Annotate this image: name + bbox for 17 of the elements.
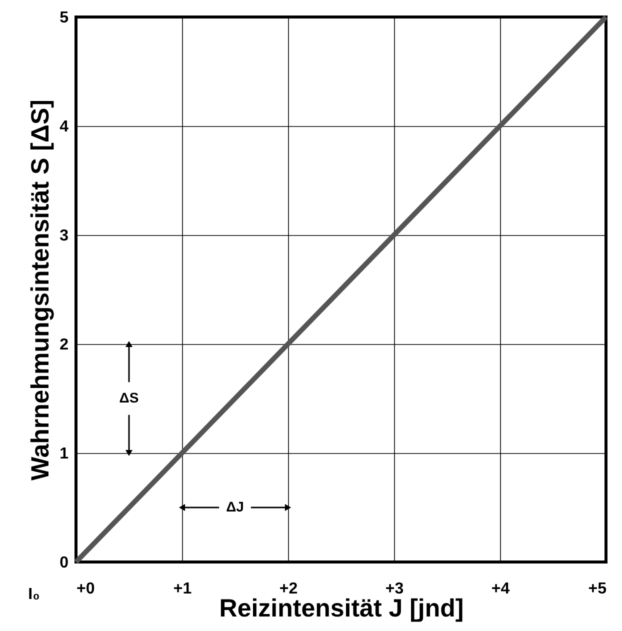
- x-tick-label: +2: [279, 580, 298, 598]
- x-tick-label: +5: [588, 580, 607, 598]
- y-tick-label: 1: [60, 446, 69, 462]
- annotation: ΔJ: [226, 498, 244, 514]
- y-tick-label: 4: [60, 118, 69, 136]
- y-tick-label: 0: [60, 554, 69, 572]
- text: I₀: [28, 586, 40, 603]
- x-tick-label: +4: [491, 580, 510, 598]
- x-tick-label: +3: [385, 580, 404, 598]
- x-tick-label: +0: [76, 580, 95, 598]
- y-tick-label: 3: [60, 228, 69, 244]
- y-tick-label: 2: [60, 336, 69, 354]
- x-tick-label: +1: [173, 580, 192, 598]
- y-tick-label: 5: [60, 10, 69, 26]
- y-axis-title: Wahrnehmungsintensität S [ΔS]: [26, 100, 55, 480]
- annotation: ΔS: [119, 390, 139, 406]
- x-axis-title: Reizintensität J [jnd]: [219, 594, 464, 622]
